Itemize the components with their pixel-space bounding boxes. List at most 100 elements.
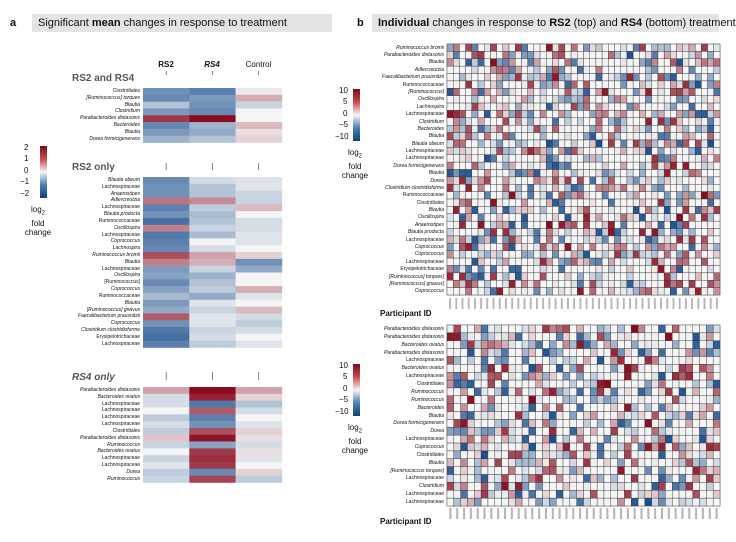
- individual-cell: [701, 213, 708, 222]
- individual-cell: [527, 117, 535, 126]
- individual-cell: [614, 110, 621, 119]
- individual-cell: [672, 387, 680, 397]
- individual-cell: [651, 466, 659, 475]
- participant-id-tick: [667, 508, 670, 519]
- individual-cell: [487, 497, 495, 507]
- heatmap-cell: [189, 320, 236, 328]
- individual-cell: [651, 411, 659, 420]
- individual-cell: [601, 243, 609, 251]
- individual-cell: [570, 272, 578, 281]
- individual-cell: [515, 434, 523, 444]
- individual-cell: [663, 184, 671, 192]
- individual-cell: [453, 147, 460, 155]
- individual-cell: [631, 497, 639, 507]
- individual-cell: [533, 280, 541, 288]
- individual-cell: [657, 95, 665, 104]
- individual-cell: [577, 125, 584, 133]
- individual-cell: [639, 220, 646, 229]
- individual-cell: [446, 206, 454, 214]
- individual-cell: [645, 117, 652, 126]
- individual-cell: [484, 206, 491, 214]
- individual-cell: [603, 340, 611, 349]
- individual-cell: [570, 154, 578, 163]
- individual-cell: [595, 250, 603, 259]
- individual-cell: [533, 117, 541, 126]
- row-label: Lachnospiraceae: [101, 414, 140, 421]
- individual-cell: [508, 147, 516, 155]
- individual-cell: [487, 434, 495, 444]
- individual-cell: [626, 228, 634, 237]
- heatmap-cell: [189, 190, 236, 198]
- individual-cell: [699, 387, 707, 397]
- individual-cell: [535, 427, 543, 436]
- participant-id-tick: [483, 508, 486, 519]
- legend-b-top-tick-5: 5: [343, 97, 348, 106]
- individual-cell: [528, 395, 536, 404]
- individual-cell: [595, 235, 603, 244]
- individual-cell: [494, 450, 502, 459]
- individual-cell: [614, 213, 621, 222]
- individual-cell: [508, 427, 516, 436]
- individual-cell: [459, 110, 466, 119]
- individual-cell: [589, 235, 597, 244]
- individual-cell: [453, 117, 460, 126]
- individual-cell: [558, 272, 566, 281]
- individual-cell: [657, 272, 665, 281]
- individual-cell: [460, 419, 468, 428]
- individual-cell: [465, 43, 473, 52]
- individual-cell: [676, 58, 683, 67]
- individual-cell: [672, 419, 680, 428]
- individual-cell: [496, 243, 504, 251]
- individual-cell: [508, 332, 516, 341]
- individual-cell: [632, 228, 640, 237]
- individual-cell: [474, 356, 482, 365]
- individual-cell: [453, 280, 460, 288]
- individual-cell: [631, 411, 639, 420]
- individual-cell: [665, 490, 673, 499]
- individual-cell: [610, 395, 618, 404]
- row-label: Dorea: [430, 177, 444, 184]
- individual-cell: [528, 332, 536, 341]
- individual-cell: [651, 434, 659, 444]
- heatmap-cell: [235, 320, 283, 328]
- individual-cell: [577, 191, 584, 200]
- participant-id-tick: [604, 298, 607, 309]
- heatmap-cell: [189, 217, 236, 226]
- individual-cell: [477, 235, 485, 244]
- individual-cell: [651, 497, 659, 507]
- individual-cell: [465, 257, 473, 266]
- individual-cell: [590, 434, 598, 444]
- individual-cell: [564, 213, 572, 222]
- individual-cell: [558, 80, 566, 89]
- individual-cell: [471, 154, 479, 163]
- individual-cell: [626, 176, 634, 185]
- individual-cell: [539, 132, 547, 141]
- individual-cell: [480, 372, 489, 381]
- individual-cell: [672, 458, 680, 467]
- individual-cell: [471, 73, 479, 82]
- individual-cell: [521, 348, 530, 357]
- individual-cell: [688, 88, 696, 96]
- individual-cell: [694, 58, 702, 67]
- individual-cell: [645, 257, 652, 266]
- participant-id-tick: [647, 298, 650, 309]
- individual-cell: [465, 176, 473, 185]
- individual-cell: [576, 372, 584, 381]
- individual-cell: [480, 466, 489, 475]
- individual-cell: [453, 51, 460, 59]
- individual-cell: [515, 450, 523, 459]
- individual-cell: [624, 387, 632, 397]
- individual-cell: [521, 411, 530, 420]
- individual-cell: [713, 184, 721, 192]
- individual-cell: [610, 379, 618, 389]
- row-label: Ruminococcaceae: [98, 292, 140, 299]
- individual-cell: [595, 80, 603, 89]
- individual-cell: [603, 348, 611, 357]
- individual-cell: [657, 65, 665, 74]
- individual-cell: [596, 419, 605, 428]
- individual-cell: [453, 490, 461, 499]
- individual-cell: [465, 213, 473, 222]
- individual-cell: [549, 466, 557, 475]
- individual-cell: [614, 184, 621, 192]
- individual-cell: [474, 324, 482, 334]
